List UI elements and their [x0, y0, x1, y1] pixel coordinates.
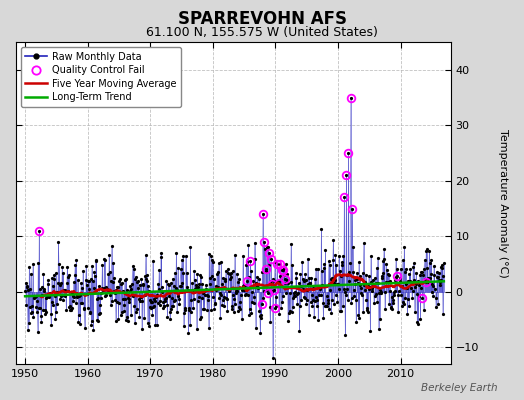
Y-axis label: Temperature Anomaly (°C): Temperature Anomaly (°C) — [498, 129, 508, 277]
Text: Berkeley Earth: Berkeley Earth — [421, 383, 498, 393]
Legend: Raw Monthly Data, Quality Control Fail, Five Year Moving Average, Long-Term Tren: Raw Monthly Data, Quality Control Fail, … — [20, 47, 181, 107]
Text: 61.100 N, 155.575 W (United States): 61.100 N, 155.575 W (United States) — [146, 26, 378, 39]
Text: SPARREVOHN AFS: SPARREVOHN AFS — [178, 10, 346, 28]
